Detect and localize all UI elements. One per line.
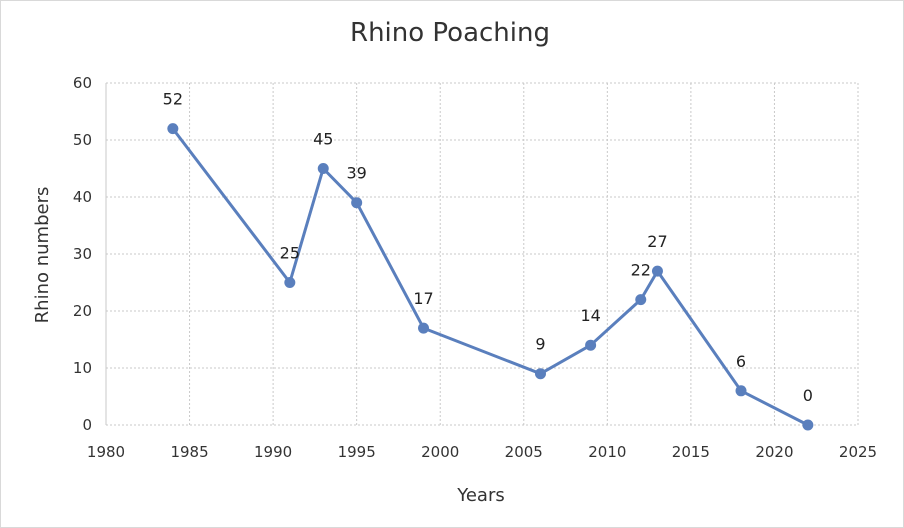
data-label: 22 — [631, 261, 651, 280]
data-label: 14 — [580, 306, 600, 325]
data-label: 52 — [163, 90, 183, 109]
series-line — [171, 127, 810, 427]
grid — [105, 82, 859, 426]
x-tick-label: 2020 — [755, 443, 793, 461]
y-axis-ticks: 0 10 20 30 40 50 60 — [73, 74, 92, 434]
y-tick-label: 0 — [82, 416, 92, 434]
x-tick-label: 1985 — [170, 443, 208, 461]
data-point — [534, 368, 546, 380]
data-label: 27 — [647, 232, 667, 251]
data-point — [735, 385, 747, 397]
y-tick-label: 60 — [73, 74, 92, 92]
y-tick-label: 10 — [73, 359, 92, 377]
data-labels: 52 25 45 39 17 9 14 22 27 6 0 — [163, 90, 813, 405]
x-tick-label: 2005 — [505, 443, 543, 461]
data-point — [167, 123, 179, 135]
data-label: 39 — [346, 164, 366, 183]
x-axis-ticks: 1980 1985 1990 1995 2000 2005 2010 2015 2020 2025 — [87, 443, 877, 461]
x-tick-label: 2015 — [672, 443, 710, 461]
x-tick-label: 1980 — [87, 443, 125, 461]
data-label: 0 — [803, 386, 813, 405]
y-tick-label: 50 — [73, 131, 92, 149]
data-point — [802, 419, 814, 431]
series — [167, 123, 814, 431]
x-tick-label: 1990 — [254, 443, 292, 461]
data-point — [635, 294, 647, 306]
data-point — [284, 277, 296, 288]
x-tick-label: 2010 — [588, 443, 626, 461]
x-axis-title: Years — [456, 485, 505, 506]
y-axis-title: Rhino numbers — [32, 187, 53, 324]
x-tick-label: 2025 — [839, 443, 877, 461]
y-tick-label: 30 — [73, 245, 92, 263]
data-label: 9 — [535, 335, 545, 354]
x-tick-label: 1995 — [338, 443, 376, 461]
y-tick-label: 20 — [73, 302, 92, 320]
y-tick-label: 40 — [73, 188, 92, 206]
data-label: 45 — [313, 130, 333, 149]
data-point — [351, 197, 363, 209]
chart-title: Rhino Poaching — [350, 18, 550, 48]
data-point — [317, 163, 329, 174]
data-point — [651, 265, 663, 277]
data-point — [418, 322, 430, 334]
plot-area — [105, 82, 859, 426]
data-point — [585, 339, 597, 351]
data-label: 6 — [736, 352, 746, 371]
data-label: 25 — [280, 244, 300, 263]
data-label: 17 — [413, 289, 433, 308]
x-tick-label: 2000 — [421, 443, 459, 461]
